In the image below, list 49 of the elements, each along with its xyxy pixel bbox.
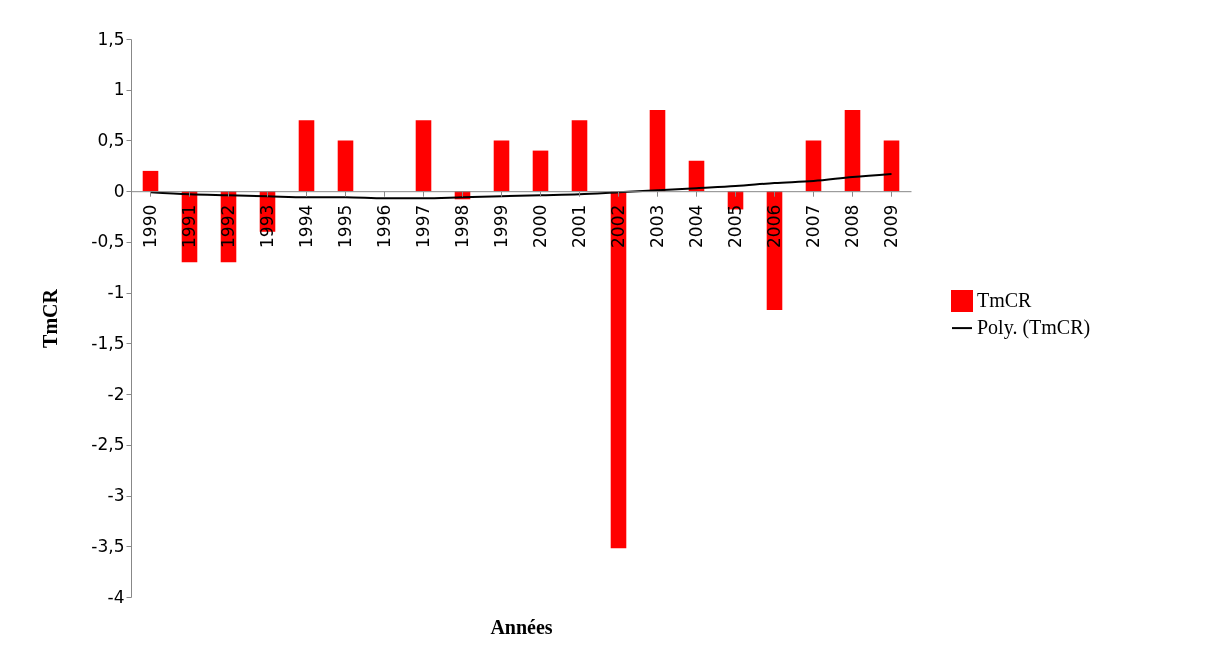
x-tick-label: 2003 [646, 204, 667, 248]
x-tick-label: 1990 [139, 204, 160, 248]
y-tick-label: -3,5 [91, 535, 125, 556]
y-tick-label: -0,5 [91, 231, 125, 252]
y-tick-label: 1,5 [97, 28, 125, 49]
bar [415, 120, 432, 192]
x-tick-label: 1998 [451, 204, 472, 248]
y-tick-label: 0,5 [97, 129, 125, 150]
x-tick-label: 1996 [373, 204, 394, 248]
bar [883, 140, 900, 192]
x-tick-label: 2006 [763, 204, 784, 248]
bar [610, 191, 627, 549]
x-tick-label: 1993 [256, 204, 277, 248]
bar [337, 140, 354, 192]
bar [649, 110, 666, 192]
x-tick-label: 2007 [802, 204, 823, 248]
bar [493, 140, 510, 192]
legend-label: Poly. (TmCR) [977, 316, 1091, 340]
x-tick-label: 2000 [529, 204, 550, 248]
bar [298, 120, 315, 192]
x-tick-label: 1995 [334, 204, 355, 248]
x-tick-label: 1991 [178, 204, 199, 248]
y-tick-label: -2,5 [91, 434, 125, 455]
x-tick-label: 1992 [217, 204, 238, 248]
x-tick-label: 2008 [841, 204, 862, 248]
bar [532, 150, 549, 192]
y-tick-label: 1 [113, 79, 125, 100]
x-axis-title: Années [490, 615, 553, 638]
bar [805, 140, 822, 192]
y-tick-label: 0 [113, 180, 125, 201]
x-tick-label: 1997 [412, 204, 433, 248]
line-series [149, 172, 893, 200]
y-tick-label: -3 [107, 485, 125, 506]
bar [844, 110, 861, 192]
x-tick-label: 2002 [607, 204, 628, 248]
y-tick-label: -1,5 [91, 332, 125, 353]
x-tick-label: 1999 [490, 204, 511, 248]
y-axis-title: TmCR [39, 288, 62, 348]
x-tick-label: 2004 [685, 204, 706, 248]
legend-label: TmCR [977, 289, 1033, 312]
y-tick-label: -4 [107, 586, 125, 607]
bar [571, 120, 588, 192]
x-tick-label: 1994 [295, 204, 316, 248]
bar [142, 170, 159, 192]
x-tick-label: 2001 [568, 204, 589, 248]
x-tick-label: 2005 [724, 204, 745, 248]
x-tick-label: 2009 [880, 204, 901, 248]
y-tick-label: -2 [107, 383, 125, 404]
y-tick-label: -1 [107, 282, 125, 303]
